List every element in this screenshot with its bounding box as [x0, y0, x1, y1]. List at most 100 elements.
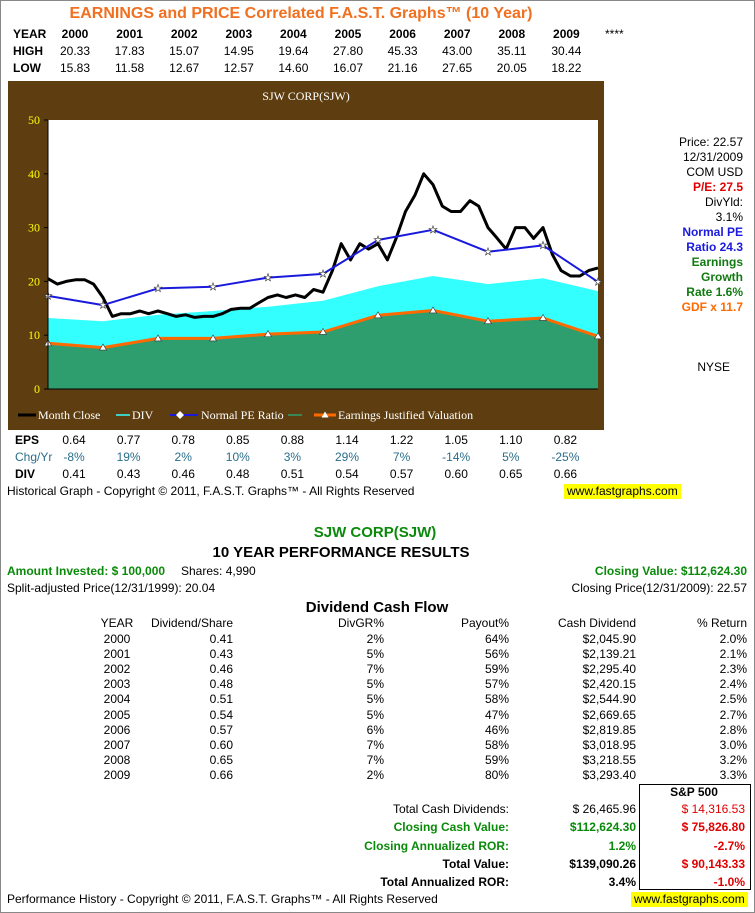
table-cell: 0.41 — [209, 632, 233, 646]
point-marker — [593, 276, 603, 286]
shares: Shares: 4,990 — [181, 564, 256, 578]
year-cell: 2001 — [116, 27, 143, 41]
row-label: LOW — [13, 61, 41, 75]
sp500-header: S&P 500 — [670, 785, 718, 799]
summary-value: 1.2% — [608, 838, 636, 853]
fundamental-cell: 0.43 — [116, 467, 141, 481]
summary-value: 3.4% — [608, 875, 636, 890]
perf-title: SJW CORP(SJW) — [313, 524, 437, 541]
column-header: YEAR — [100, 616, 134, 630]
fundamental-cell: 19% — [116, 450, 141, 464]
fundamental-cell: 1.14 — [335, 433, 359, 447]
closing-value: Closing Value: $112,624.30 — [594, 564, 747, 578]
table-cell: 58% — [484, 692, 509, 707]
side-info: Price: 22.57 — [678, 135, 743, 149]
column-header: Cash Dividend — [557, 616, 636, 630]
y-tick-label: 30 — [28, 221, 40, 235]
row-label: HIGH — [13, 44, 43, 58]
table-cell: 0.48 — [209, 677, 233, 692]
price-cell: 21.16 — [387, 61, 418, 75]
side-info: DivYld: — [704, 195, 743, 209]
table-cell: $2,139.21 — [582, 647, 636, 662]
legend-label: Earnings Justified Valuation — [338, 408, 473, 422]
fundamental-cell: 0.65 — [499, 467, 523, 481]
point-marker — [208, 334, 218, 342]
point-marker — [428, 224, 438, 234]
table-cell: 2.7% — [719, 707, 747, 722]
sp500-value: $ 14,316.53 — [681, 802, 745, 816]
table-cell: 3.0% — [719, 737, 747, 752]
table-cell: 46% — [484, 722, 509, 737]
area — [48, 310, 598, 389]
fundamental-cell: 0.48 — [226, 467, 250, 481]
fundamental-cell: 0.60 — [444, 467, 468, 481]
fundamental-cell: 10% — [225, 450, 250, 464]
year-cell: 2002 — [170, 27, 198, 41]
table-cell: 0.54 — [209, 707, 233, 722]
table-cell: 3.3% — [719, 767, 747, 782]
price-cell: 45.33 — [387, 44, 418, 58]
table-cell: 0.51 — [209, 692, 233, 707]
fundamental-cell: 0.54 — [335, 467, 359, 481]
table-cell: $2,295.40 — [582, 662, 636, 677]
sp500-value: -2.7% — [713, 838, 745, 853]
fundamental-cell: 0.82 — [553, 433, 578, 447]
table-title: Dividend Cash Flow — [305, 599, 449, 616]
price-cell: 19.64 — [278, 44, 309, 58]
column-header: Dividend/Share — [150, 616, 233, 630]
table-cell: 2.4% — [719, 677, 747, 692]
legend-label: Month Close — [38, 408, 100, 422]
side-info: GDF x 11.7 — [681, 300, 743, 314]
table-cell: 2.5% — [719, 692, 747, 707]
table-cell: 56% — [484, 647, 509, 662]
price-cell: 35.11 — [497, 44, 527, 58]
table-cell: 5% — [366, 647, 384, 662]
table-cell: 2.8% — [719, 722, 747, 737]
table-cell: 2002 — [103, 662, 131, 677]
sp500-value: $ 90,143.33 — [681, 856, 745, 871]
price-cell: 15.07 — [169, 44, 200, 58]
table-cell: 2005 — [103, 707, 131, 722]
table-cell: 2008 — [103, 752, 131, 767]
price-cell: 27.80 — [332, 44, 364, 58]
table-cell: 0.46 — [209, 662, 233, 677]
side-info: Growth — [701, 270, 743, 284]
side-info: P/E: 27.5 — [692, 180, 743, 194]
sp500-box — [639, 784, 751, 890]
sp500-value: $ 75,826.80 — [681, 820, 745, 835]
point-marker — [208, 281, 218, 291]
website-link[interactable]: www.fastgraphs.com — [564, 484, 681, 499]
table-cell: $2,045.90 — [582, 632, 636, 646]
table-cell: 2003 — [103, 677, 131, 692]
summary-label: Closing Annualized ROR: — [364, 838, 509, 853]
point-marker — [428, 306, 438, 314]
year-cell: 2009 — [553, 27, 580, 41]
table-cell: 64% — [484, 632, 509, 646]
point-marker — [153, 334, 163, 342]
table-cell: 59% — [484, 662, 509, 677]
year-cell: 2008 — [498, 27, 526, 41]
table-cell: 2% — [366, 632, 384, 646]
website-link[interactable]: www.fastgraphs.com — [631, 892, 748, 907]
point-marker — [538, 313, 548, 321]
price-cell: 12.67 — [169, 61, 200, 75]
exchange: NYSE — [697, 360, 730, 374]
fundamental-cell: 0.66 — [553, 467, 578, 481]
year-cell: 2006 — [389, 27, 416, 41]
price-cell: 43.00 — [442, 44, 473, 58]
fundamental-cell: 0.57 — [389, 467, 414, 481]
table-cell: 2007 — [103, 737, 131, 752]
table-cell: 5% — [366, 677, 384, 692]
legend-marker — [176, 411, 184, 419]
fundamental-cell: 2% — [174, 450, 192, 464]
point-marker — [263, 272, 273, 282]
table-cell: 47% — [484, 707, 509, 722]
price-cell: 11.58 — [115, 61, 145, 75]
price-cell: 20.33 — [59, 44, 91, 58]
y-tick-label: 10 — [28, 328, 40, 342]
point-marker — [593, 332, 603, 340]
point-marker — [318, 327, 328, 335]
legend-label: DIV — [132, 408, 154, 422]
fundamental-cell: 0.78 — [171, 433, 195, 447]
